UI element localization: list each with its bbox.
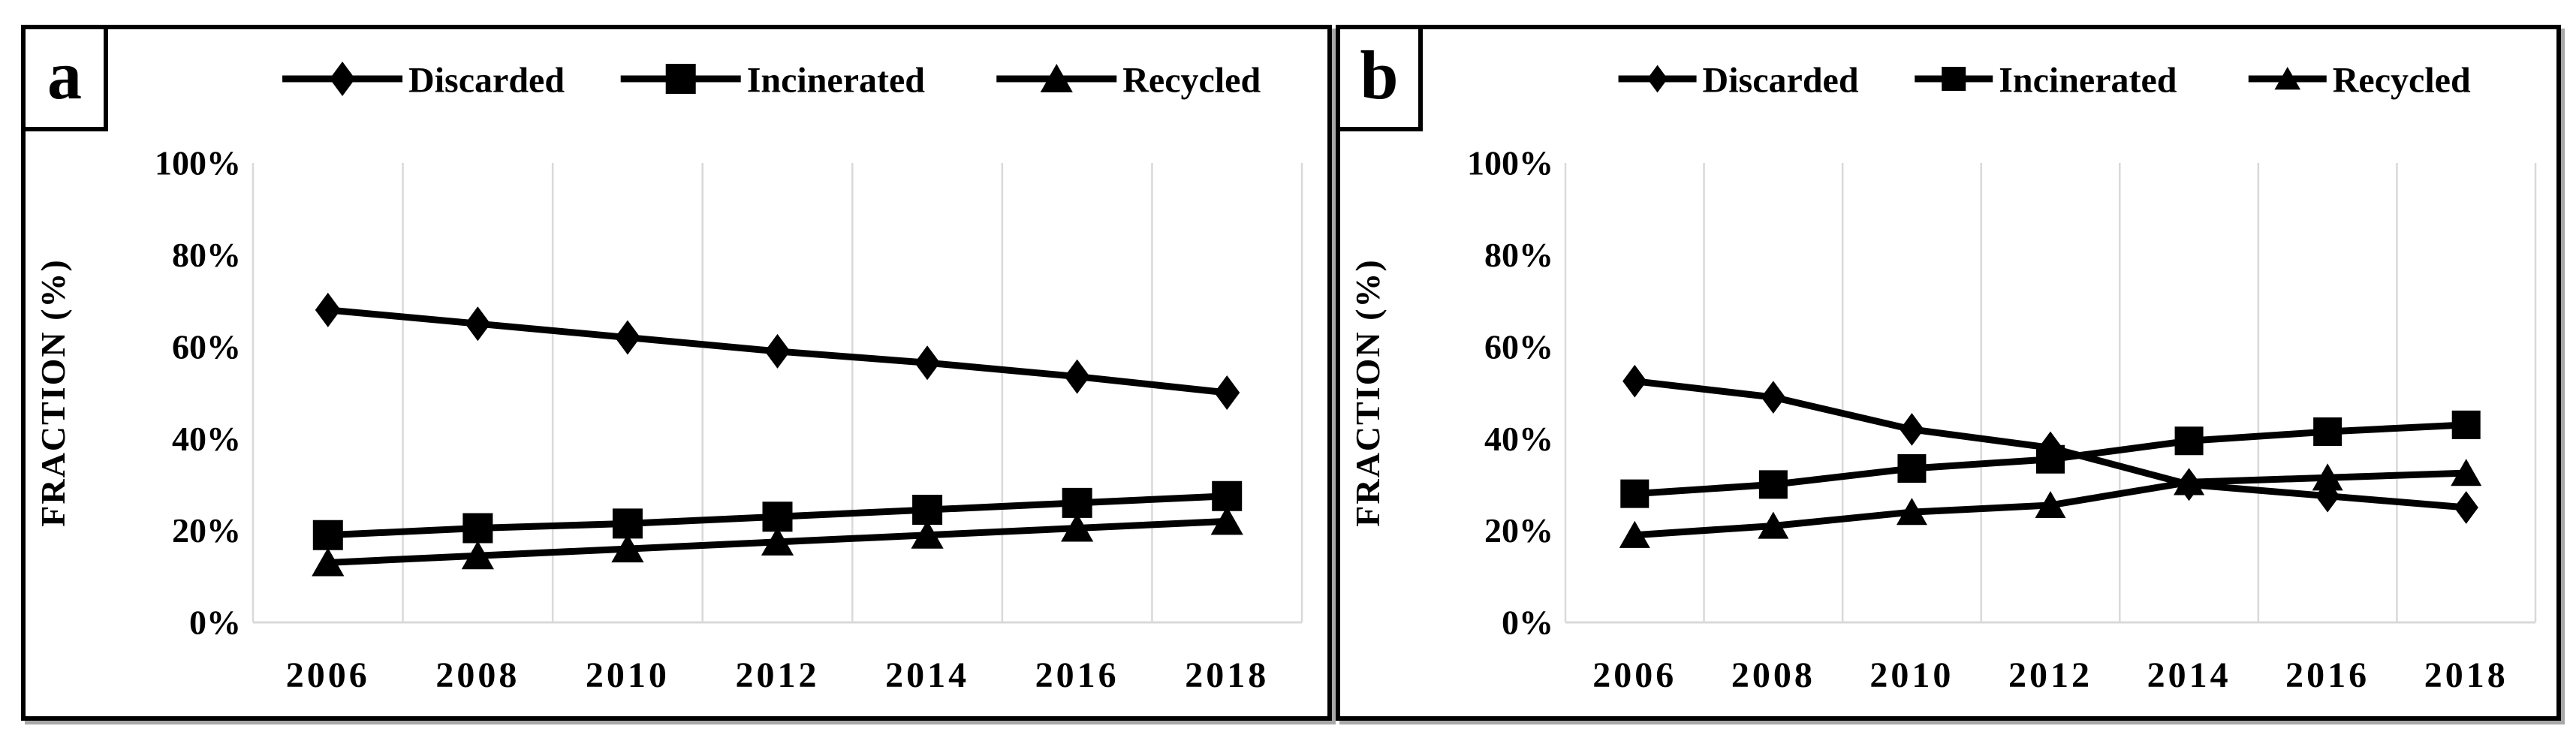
triangle-marker-recycled (1896, 498, 1927, 526)
y-tick-label: 100% (155, 144, 241, 182)
y-tick-label: 80% (172, 236, 241, 274)
legend-label: Incinerated (1999, 60, 2177, 100)
square-marker-incinerated (2036, 444, 2065, 474)
triangle-marker-recycled (2312, 463, 2343, 491)
panel-b-label-box: b (1336, 25, 1423, 131)
x-tick-label: 2012 (736, 655, 820, 695)
x-tick-label: 2016 (1035, 655, 1119, 695)
panel-a: a 100% 80% 60% 40% 20% 0% 2006 2008 2010 2012 2014… (21, 25, 1332, 721)
diamond-icon (1647, 65, 1668, 93)
x-tick-label: 2006 (1592, 655, 1677, 695)
triangle-marker-recycled (2174, 468, 2205, 495)
x-tick-label: 2008 (1731, 655, 1815, 695)
square-marker-incinerated (462, 513, 493, 544)
legend-label: Discarded (1703, 60, 1859, 100)
triangle-marker-recycled (611, 534, 644, 563)
triangle-marker-recycled (2451, 459, 2482, 486)
legend-item-incinerated: Incinerated (620, 60, 926, 100)
square-marker-incinerated (912, 495, 943, 526)
panel-a-label: a (47, 37, 82, 113)
legend-item-discarded: Discarded (1618, 60, 1859, 100)
y-tick-label: 0% (189, 604, 241, 642)
x-tick-label: 2018 (2424, 655, 2508, 695)
diamond-icon (330, 62, 356, 96)
legend-label: Discarded (408, 60, 565, 100)
triangle-marker-recycled (2035, 490, 2066, 519)
square-icon (1942, 67, 1966, 91)
triangle-marker-recycled (1210, 506, 1243, 535)
triangle-icon (2274, 67, 2301, 90)
diamond-marker-discarded (1900, 413, 1924, 446)
diamond-marker-discarded (1214, 375, 1240, 410)
x-tick-label: 2014 (2147, 655, 2231, 695)
panel-a-chart: 100% 80% 60% 40% 20% 0% 2006 2008 2010 2012 2014 20… (26, 29, 1327, 716)
triangle-marker-recycled (1758, 511, 1789, 539)
diamond-marker-discarded (614, 320, 640, 355)
chart-svg-b: 100% 80% 60% 40% 20% 0% 2006 2008 2010 2012 2014 20… (1348, 60, 2537, 695)
y-tick-label: 20% (1484, 511, 1553, 550)
y-tick-label: 40% (172, 420, 241, 458)
diamond-marker-discarded (315, 292, 341, 327)
triangle-marker-recycled (1619, 520, 1650, 548)
square-marker-incinerated (2313, 417, 2343, 447)
x-tick-label: 2018 (1185, 655, 1269, 695)
chart-svg-a: 100% 80% 60% 40% 20% 0% 2006 2008 2010 2012 2014 20… (34, 60, 1303, 695)
diamond-marker-discarded (2454, 491, 2478, 524)
y-tick-label: 60% (172, 327, 241, 366)
square-icon (665, 64, 696, 94)
square-marker-incinerated (1897, 453, 1927, 483)
panel-b: b 100% 80% 60% 40% 20% 0% 2006 2008 2010 2012 2014… (1336, 25, 2561, 721)
panel-a-label-box: a (21, 25, 108, 131)
y-axis-title: FRACTION (%) (34, 258, 72, 526)
square-marker-incinerated (2174, 426, 2204, 456)
triangle-icon (1040, 64, 1073, 92)
panel-b-label: b (1360, 37, 1399, 113)
diamond-marker-discarded (1064, 359, 1090, 394)
diamond-marker-discarded (914, 345, 941, 381)
diamond-marker-discarded (1761, 381, 1786, 414)
x-tick-label: 2016 (2285, 655, 2370, 695)
square-marker-incinerated (1758, 470, 1788, 499)
legend-item-recycled: Recycled (2248, 60, 2471, 100)
legend-item-discarded: Discarded (282, 60, 565, 100)
y-tick-label: 60% (1484, 327, 1553, 366)
square-marker-incinerated (2451, 410, 2481, 439)
square-marker-incinerated (1212, 480, 1243, 511)
legend-label: Incinerated (747, 60, 926, 100)
square-marker-incinerated (1062, 487, 1092, 518)
y-tick-label: 100% (1467, 144, 1553, 182)
panel-b-chart: 100% 80% 60% 40% 20% 0% 2006 2008 2010 2012 2014 20… (1340, 29, 2556, 716)
diamond-marker-discarded (764, 333, 791, 369)
x-tick-label: 2010 (586, 655, 670, 695)
x-tick-label: 2008 (435, 655, 520, 695)
diamond-marker-discarded (1622, 364, 1647, 398)
square-marker-incinerated (1620, 479, 1650, 508)
triangle-marker-recycled (312, 547, 345, 577)
y-axis-title: FRACTION (%) (1348, 258, 1387, 526)
y-tick-label: 0% (1502, 604, 1553, 642)
x-tick-label: 2012 (2008, 655, 2092, 695)
legend-item-recycled: Recycled (996, 60, 1261, 100)
y-tick-label: 40% (1484, 420, 1553, 458)
square-marker-incinerated (612, 508, 643, 539)
x-tick-label: 2010 (1869, 655, 1954, 695)
square-marker-incinerated (762, 502, 793, 532)
triangle-marker-recycled (1061, 513, 1094, 542)
x-tick-label: 2006 (286, 655, 370, 695)
legend-item-incinerated: Incinerated (1915, 60, 2177, 100)
y-tick-label: 20% (172, 511, 241, 550)
diamond-marker-discarded (2315, 479, 2340, 513)
triangle-marker-recycled (761, 526, 794, 556)
triangle-marker-recycled (461, 541, 494, 570)
x-tick-label: 2014 (885, 655, 969, 695)
y-tick-label: 80% (1484, 236, 1553, 274)
square-marker-incinerated (312, 520, 343, 550)
legend-label: Recycled (1122, 60, 1261, 100)
legend-label: Recycled (2333, 60, 2471, 100)
diamond-marker-discarded (465, 306, 491, 342)
triangle-marker-recycled (911, 520, 944, 549)
